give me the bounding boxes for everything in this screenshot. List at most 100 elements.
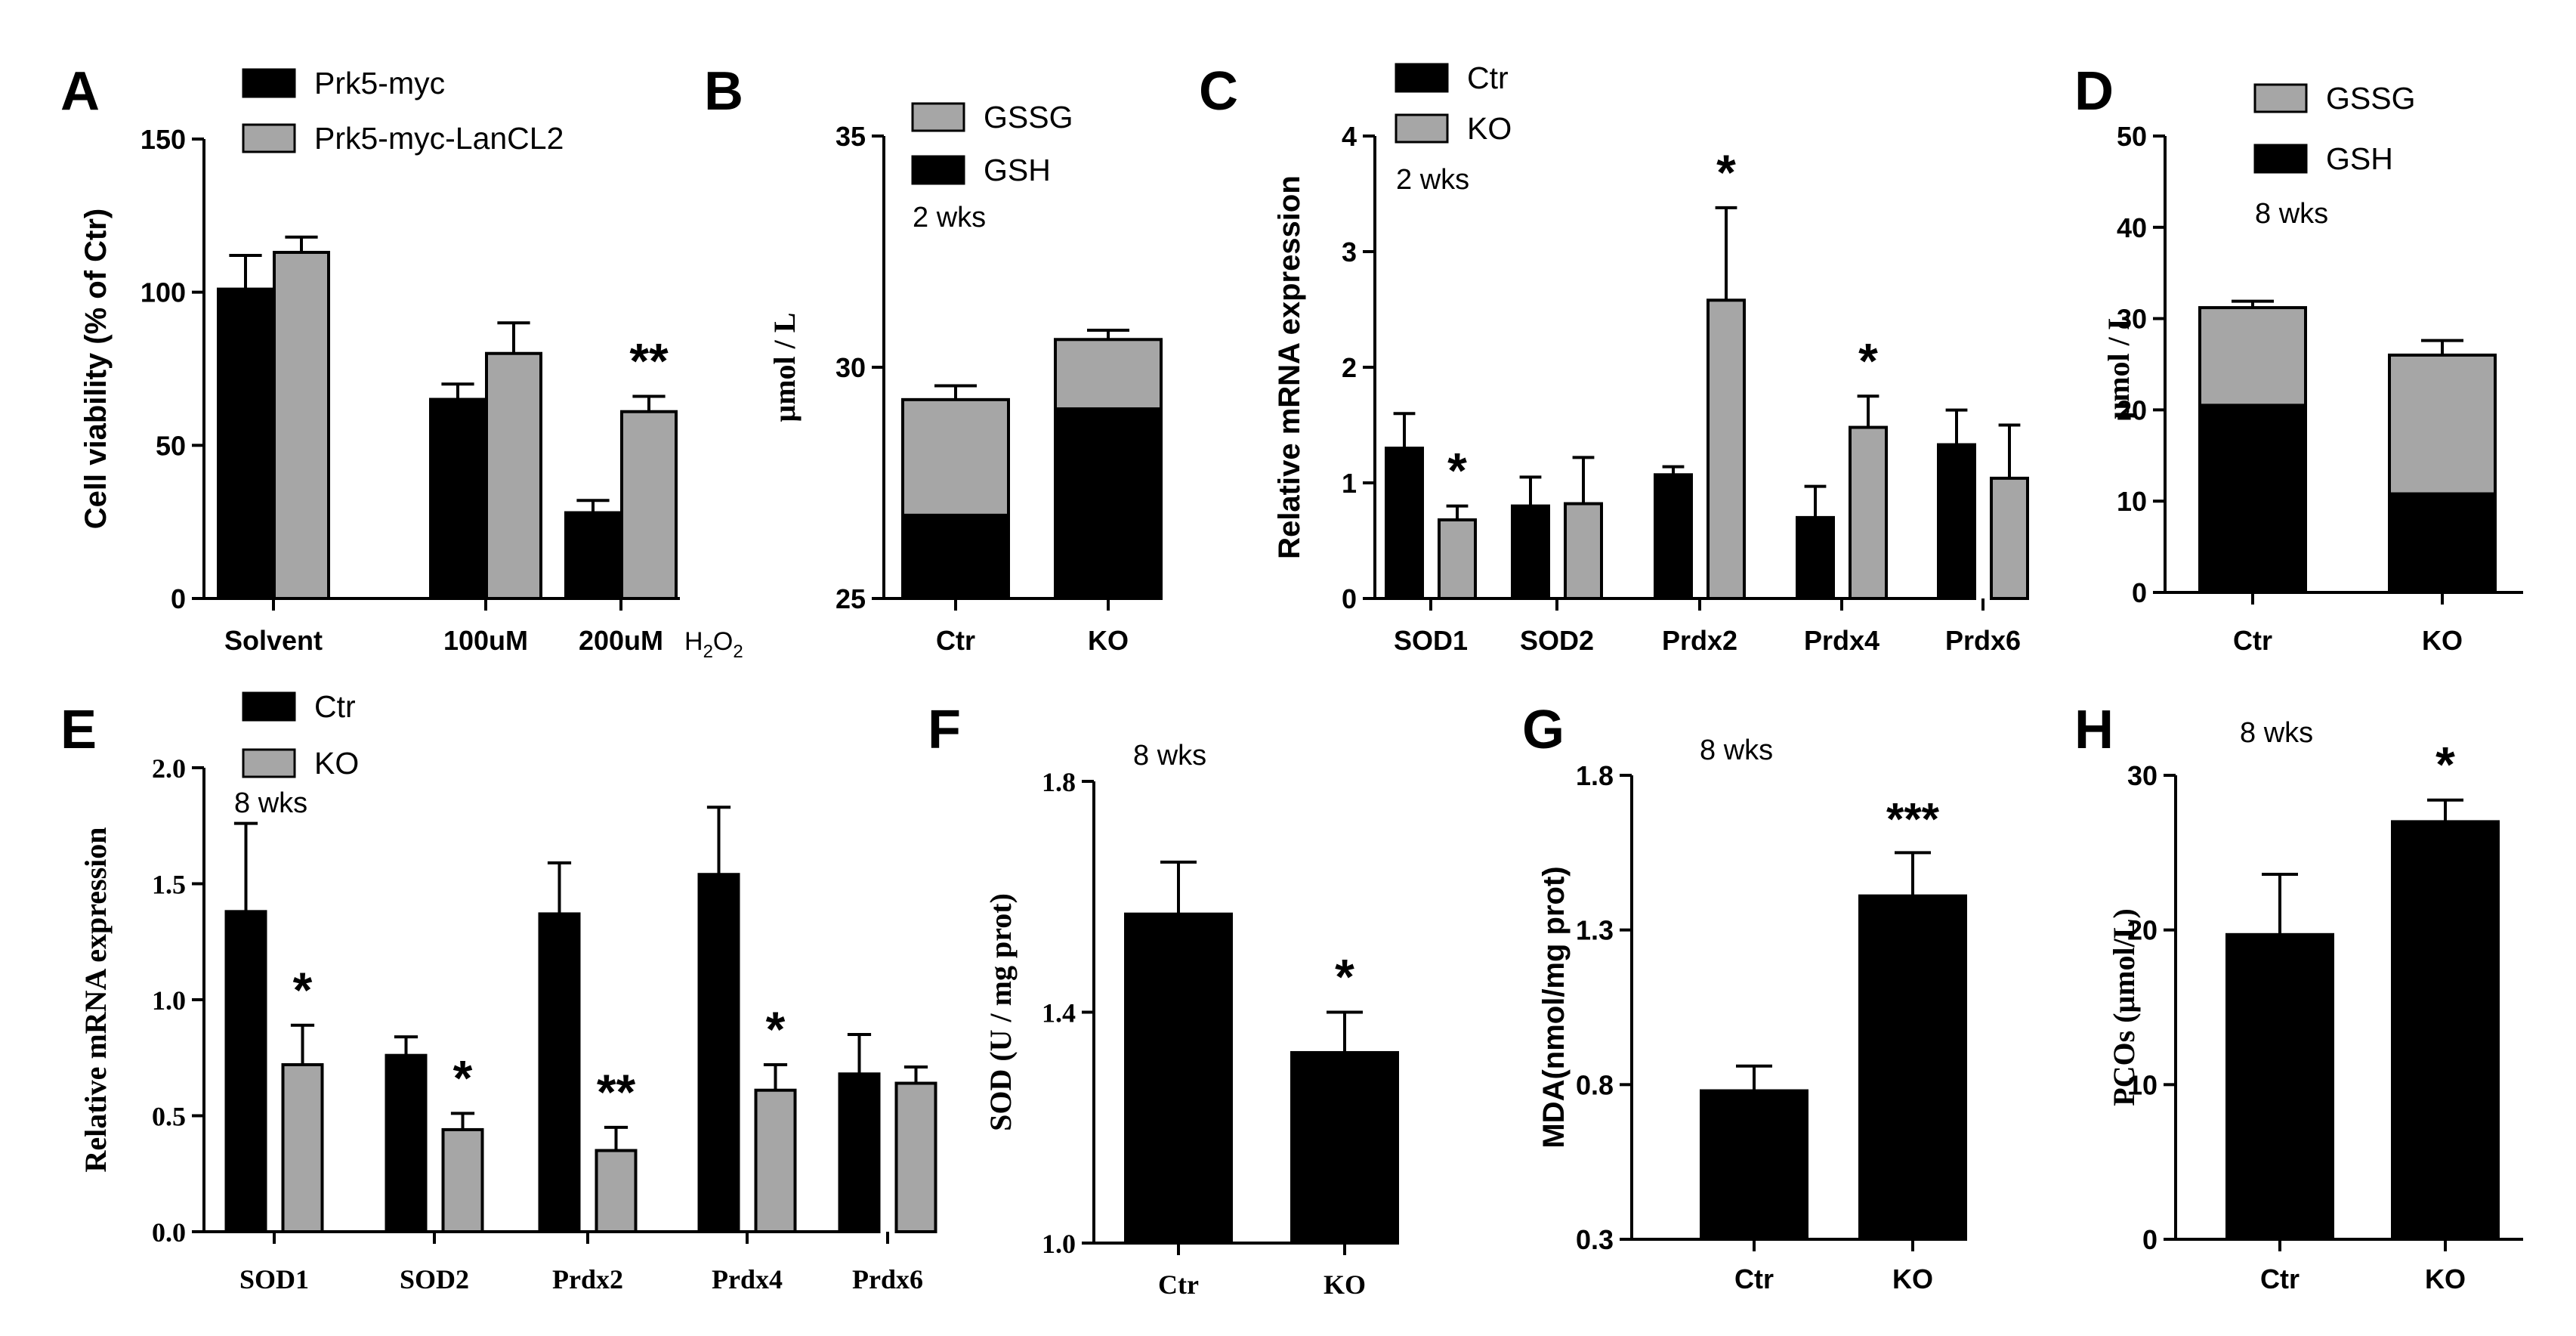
legend-swatch [242, 123, 296, 153]
treatment-label: H2O2 [684, 627, 743, 662]
significance-marker: * [1716, 144, 1736, 200]
y-tick-label: 20 [2117, 394, 2147, 425]
bar-ko [754, 1088, 797, 1233]
bar-ctr [1511, 504, 1550, 600]
x-tick-label: KO [1088, 625, 1129, 656]
x-tick-label: Solvent [224, 625, 323, 656]
x-tick-label: SOD1 [239, 1264, 309, 1294]
time-note: 8 wks [234, 787, 307, 819]
panel-g: G 0.3 0.8 1.3 1.8 MDA(nmol/mg prot) Ctr KO *** 8 … [1522, 700, 1967, 1294]
x-tick-label: SOD2 [1520, 625, 1594, 656]
y-tick-label: 30 [2117, 304, 2147, 335]
y-tick-label: 3 [1342, 237, 1357, 268]
legend-label: KO [1467, 111, 1512, 146]
significance-marker: * [293, 962, 313, 1018]
panel-d: D 0 10 20 30 40 50 μmol / L Ctr KO GSSG GSH 8 wks [2074, 61, 2523, 656]
legend-label: Ctr [314, 689, 356, 724]
x-tick-label: Ctr [1734, 1263, 1774, 1294]
legend-swatch [911, 155, 965, 185]
y-tick-label: 0.0 [152, 1217, 186, 1248]
x-tick-label: Prdx2 [1662, 625, 1737, 656]
bar-value [2391, 820, 2500, 1241]
panel-a: A 0 50 100 150 Cell viability (% of Ctr) Solve… [60, 61, 743, 662]
y-tick-label: 1.8 [1042, 767, 1076, 797]
panel-letter: D [2074, 61, 2114, 122]
x-tick-label: KO [1324, 1270, 1366, 1300]
bar-prk5-myc [429, 397, 486, 600]
y-tick-label: 4 [1342, 121, 1357, 152]
y-tick-label: 1.3 [1576, 915, 1614, 946]
y-tick-label: 1.5 [152, 870, 186, 900]
time-note: 2 wks [1396, 164, 1469, 196]
panel-letter: C [1199, 61, 1238, 122]
bar-gssg [2198, 306, 2307, 407]
legend-label: GSH [984, 153, 1051, 187]
bar-prk5-myc-lancl2 [273, 250, 330, 600]
legend-swatch [242, 691, 296, 722]
y-tick-label: 1.8 [1576, 760, 1614, 791]
bar-ko [894, 1081, 937, 1234]
bar-prk5-myc [217, 287, 274, 600]
y-tick-label: 1.0 [152, 985, 186, 1016]
bar-gssg [1054, 338, 1163, 411]
x-tick-label: Prdx6 [1945, 625, 2021, 656]
panel-f: F 1.0 1.4 1.8 SOD (U / mg prot) Ctr KO * 8 wks [928, 700, 1399, 1300]
y-tick-label: 0 [1342, 583, 1357, 614]
bar-ko [1849, 425, 1888, 600]
significance-marker: * [766, 1001, 786, 1057]
bar-ko [441, 1127, 484, 1234]
x-tick-label: 100uM [443, 625, 528, 656]
panel-e: E 0.0 0.5 1.0 1.5 2.0 Relative mRNA expression… [60, 689, 937, 1294]
y-tick-label: 50 [2117, 121, 2147, 152]
x-tick-label: KO [1892, 1263, 1933, 1294]
legend-label: GSSG [984, 100, 1073, 135]
legend-label: Prk5-myc [314, 66, 445, 101]
time-note: 2 wks [913, 202, 986, 233]
y-tick-label: 30 [2127, 760, 2157, 791]
treatment-label-part: O [713, 627, 733, 656]
bar-prk5-myc-lancl2 [485, 351, 542, 600]
x-tick-label: Ctr [1158, 1270, 1199, 1300]
bar-ctr [385, 1053, 428, 1234]
x-tick-label: Ctr [936, 625, 975, 656]
significance-marker: ** [629, 332, 669, 388]
legend-swatch [1395, 63, 1449, 93]
significance-marker: * [1447, 443, 1467, 499]
y-tick-label: 2 [1342, 352, 1357, 383]
y-tick-label: 35 [836, 121, 866, 152]
bar-prk5-myc [564, 511, 622, 600]
panel-b: B 25 30 35 μmol / L Ctr KO GSSG GSH 2 wks [704, 61, 1163, 656]
y-axis-label: Cell viability (% of Ctr) [79, 209, 113, 530]
x-tick-label: Prdx4 [712, 1264, 783, 1294]
x-tick-label: KO [2422, 625, 2463, 656]
time-note: 8 wks [1700, 734, 1773, 766]
x-tick-label: Ctr [2233, 625, 2272, 656]
panel-letter: G [1522, 700, 1564, 760]
treatment-label-part: 2 [733, 642, 743, 662]
legend-label: KO [314, 746, 359, 781]
y-tick-label: 0.5 [152, 1102, 186, 1132]
bar-ko [1438, 518, 1477, 601]
y-tick-label: 25 [836, 583, 866, 614]
bar-gsh [2198, 404, 2307, 594]
y-tick-label: 0.3 [1576, 1224, 1614, 1255]
y-tick-label: 0 [2132, 577, 2147, 608]
bar-gsh [1054, 407, 1163, 601]
time-note: 8 wks [2240, 717, 2313, 749]
x-tick-label: KO [2425, 1263, 2466, 1294]
y-axis-label: SOD (U / mg prot) [984, 893, 1018, 1131]
panel-c: C 0 1 2 3 4 Relative mRNA expression SOD1 SOD2 Pr… [1199, 60, 2029, 656]
bar-ko [595, 1149, 638, 1234]
bar-value [1700, 1089, 1808, 1242]
bar-ctr [224, 910, 267, 1233]
treatment-label-part: H [684, 627, 703, 656]
treatment-label-part: 2 [703, 642, 713, 662]
bar-ctr [538, 912, 581, 1234]
legend-swatch [242, 748, 296, 778]
y-tick-label: 10 [2127, 1069, 2157, 1100]
bar-ko [1707, 298, 1746, 600]
significance-marker: ** [597, 1064, 636, 1120]
legend-label: Ctr [1467, 60, 1509, 95]
legend-swatch [1395, 113, 1449, 144]
